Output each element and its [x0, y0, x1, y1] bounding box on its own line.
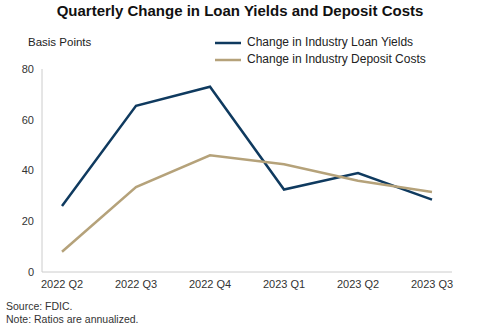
html-text:Note: Ratios are annualized.: Note: Ratios are annualized. — [6, 313, 139, 325]
html-text:Source: FDIC.: Source: FDIC. — [6, 300, 73, 312]
html-text:Change in Industry Loan Yields: Change in Industry Loan Yields — [247, 35, 414, 49]
svg-text:40: 40 — [22, 164, 34, 176]
html-text:Basis Points: Basis Points — [28, 36, 92, 48]
svg-text:20: 20 — [22, 215, 34, 227]
html-text:Quarterly Change in Loan Yield: Quarterly Change in Loan Yields and Depo… — [56, 2, 424, 19]
html-text:Change in Industry Deposit Cos: Change in Industry Deposit Costs — [247, 52, 426, 66]
svg-text:0: 0 — [28, 266, 34, 278]
svg-text:2022 Q4: 2022 Q4 — [189, 278, 231, 290]
svg-text:60: 60 — [22, 114, 34, 126]
svg-text:2022 Q2: 2022 Q2 — [41, 278, 83, 290]
svg-text:2022 Q3: 2022 Q3 — [115, 278, 157, 290]
svg-text:2023 Q3: 2023 Q3 — [411, 278, 453, 290]
svg-text:2023 Q1: 2023 Q1 — [263, 278, 305, 290]
svg-text:2023 Q2: 2023 Q2 — [337, 278, 379, 290]
svg-text:80: 80 — [22, 63, 34, 75]
